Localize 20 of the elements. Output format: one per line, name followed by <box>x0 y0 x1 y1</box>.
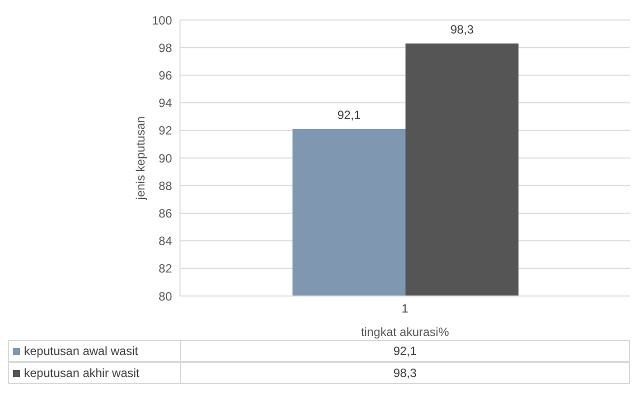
y-axis-title: jenis keputusan <box>133 116 148 201</box>
y-tick-label: 96 <box>158 68 172 82</box>
y-tick-label: 80 <box>158 289 172 304</box>
y-tick-label: 92 <box>158 124 172 138</box>
x-tick-label: 1 <box>402 302 409 316</box>
data-label: 92,1 <box>337 108 361 122</box>
legend-label: keputusan akhir wasit <box>24 366 140 380</box>
data-label: 98,3 <box>450 22 474 36</box>
y-tick-label: 90 <box>158 151 172 166</box>
text: 98,3 <box>393 366 417 380</box>
y-tick-label: 82 <box>158 262 172 276</box>
y-tick-label: 86 <box>158 206 172 220</box>
text: 92,1 <box>393 344 417 358</box>
y-tick-label: 98 <box>158 40 172 55</box>
y-tick-label: 94 <box>158 96 172 110</box>
x-axis-title: tingkat akurasi% <box>360 325 450 339</box>
y-tick-label: 88 <box>158 178 172 193</box>
legend-label: keputusan awal wasit <box>24 344 138 358</box>
y-tick-label: 100 <box>152 13 172 28</box>
y-tick-label: 84 <box>158 234 172 248</box>
